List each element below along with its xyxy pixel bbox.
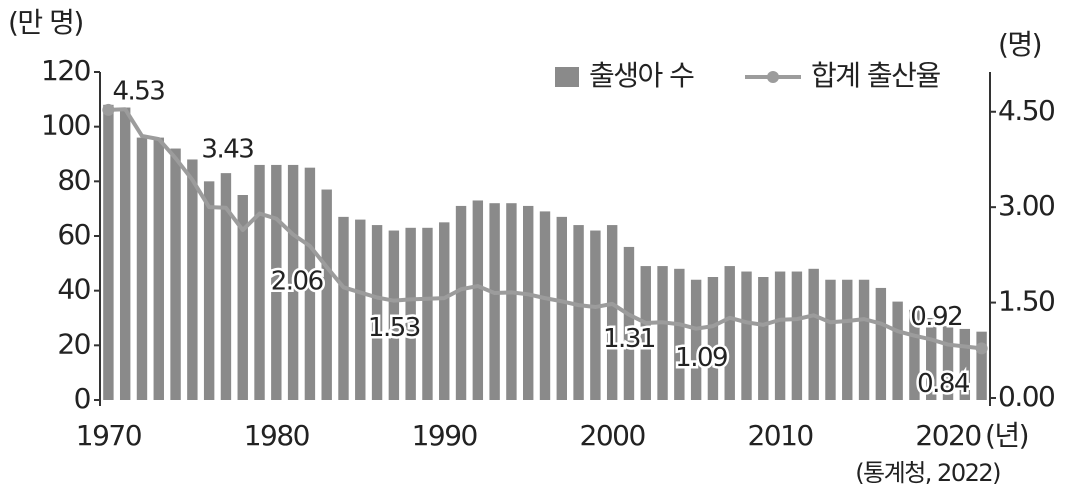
bar [220, 173, 232, 400]
bar [489, 203, 500, 400]
line-point [102, 103, 115, 116]
bar [439, 222, 450, 400]
bar [539, 211, 551, 400]
bar [254, 164, 265, 400]
bar [858, 279, 870, 400]
bar [690, 279, 702, 400]
x-axis-label: (년) [985, 419, 1028, 452]
bar [590, 230, 601, 400]
y-tick-label: 20 [57, 327, 90, 360]
bar [455, 205, 467, 400]
x-tick-label: 1990 [412, 419, 477, 452]
bar [472, 200, 484, 400]
y-tick-label: 60 [57, 218, 90, 251]
bar [338, 216, 349, 400]
x-tick-label: 2010 [747, 419, 812, 452]
x-tick-label: 2020 [915, 419, 980, 452]
line-point [975, 342, 988, 355]
bar [422, 227, 433, 400]
bar [774, 271, 786, 400]
bar [405, 227, 416, 400]
bar [523, 205, 534, 400]
y-axis-label: (만 명) [8, 6, 83, 39]
y2-tick-label: 1.50 [998, 285, 1054, 318]
legend-swatch [767, 71, 779, 83]
bar [371, 225, 383, 400]
x-tick-label: 1970 [76, 419, 141, 452]
bar [959, 328, 971, 400]
bar [825, 279, 836, 400]
bar [153, 137, 164, 400]
bar [556, 216, 567, 400]
bar [640, 266, 651, 400]
y-tick-label: 120 [41, 54, 90, 87]
data-label: 2.06 [271, 266, 323, 296]
bar [976, 331, 987, 400]
y-tick-label: 100 [41, 109, 90, 142]
bar [892, 301, 903, 400]
bar [791, 271, 803, 400]
bar [271, 164, 282, 400]
y-tick-label: 0 [74, 382, 90, 415]
y2-axis-label: (명) [998, 28, 1041, 61]
x-tick-label: 2000 [580, 419, 645, 452]
bar [136, 137, 148, 400]
bar [304, 167, 316, 400]
bar [926, 318, 937, 400]
legend-label: 합계 출산율 [811, 59, 940, 92]
bar [573, 225, 584, 400]
bar [103, 104, 114, 401]
bar [321, 189, 332, 400]
bar [623, 246, 635, 400]
bar [657, 266, 668, 400]
bar [388, 230, 400, 400]
bar [741, 271, 752, 400]
bar [506, 203, 517, 400]
data-label: 3.43 [201, 134, 253, 164]
data-label: 0.84 [917, 369, 970, 399]
y-tick-label: 40 [57, 273, 90, 306]
bar [237, 195, 248, 400]
data-label: 0.92 [910, 302, 962, 332]
bar [355, 219, 366, 400]
bar [707, 277, 719, 400]
bar [203, 181, 215, 400]
bar [875, 287, 887, 400]
data-label: 1.09 [675, 343, 727, 373]
bar [909, 309, 920, 400]
legend-label: 출생아 수 [589, 59, 694, 92]
bar [842, 279, 853, 400]
bar [808, 268, 819, 400]
bar [119, 107, 131, 401]
line [108, 107, 982, 351]
y2-tick-label: 4.50 [998, 94, 1054, 127]
bar [187, 159, 198, 400]
source: (통계청, 2022) [855, 459, 1000, 487]
legend-swatch [555, 67, 579, 87]
y2-tick-label: 0.00 [998, 380, 1054, 413]
bar [287, 164, 299, 400]
data-label: 4.53 [112, 76, 164, 106]
data-label: 1.31 [603, 324, 655, 354]
y2-tick-label: 3.00 [998, 189, 1054, 222]
data-label: 1.53 [368, 313, 420, 343]
x-tick-label: 1980 [244, 419, 309, 452]
bar [170, 148, 181, 400]
bar [942, 326, 954, 400]
bar [674, 268, 685, 400]
bar [606, 225, 618, 400]
y-tick-label: 80 [57, 163, 90, 196]
bar [724, 266, 735, 400]
bar [758, 277, 769, 400]
